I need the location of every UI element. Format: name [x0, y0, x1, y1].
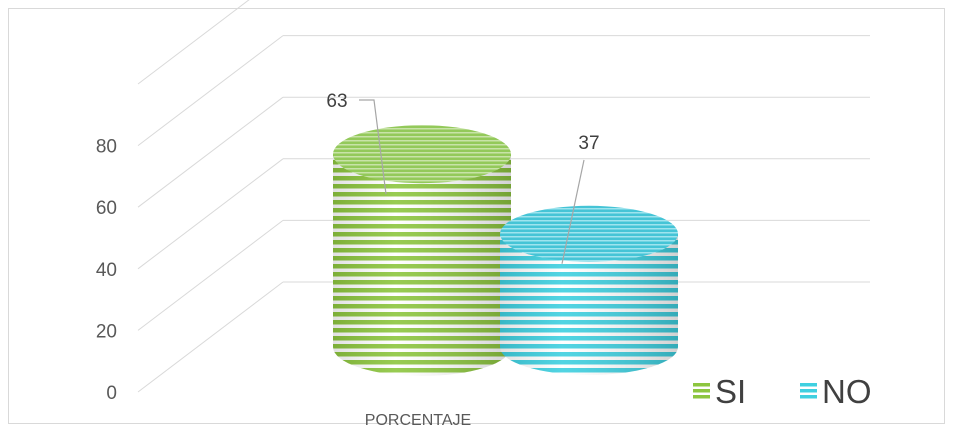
- bar-no: [500, 205, 678, 375]
- bar-shading: [333, 154, 511, 376]
- y-tick-label: 0: [106, 383, 117, 404]
- legend-item-no: NO: [800, 373, 872, 410]
- gridline-diagonal: [137, 281, 284, 393]
- gridline-diagonal: [137, 158, 284, 270]
- bar-top: [333, 125, 511, 184]
- legend-swatch-stripe: [693, 383, 710, 387]
- leader-line: [359, 99, 387, 195]
- legend-item-si: SI: [693, 373, 746, 410]
- legend-swatch-stripe: [800, 395, 817, 399]
- gridline-diagonal: [137, 96, 284, 208]
- leader-line: [561, 159, 585, 264]
- bar-shading: [500, 233, 678, 375]
- bar-si: [333, 125, 511, 376]
- gridline-diagonal: [137, 220, 284, 331]
- y-tick-label: 40: [96, 260, 117, 281]
- legend-label: SI: [715, 373, 746, 410]
- bar-top: [500, 205, 678, 262]
- gridline-diagonal: [137, 35, 284, 146]
- legend-swatch-stripe: [800, 383, 817, 387]
- gridline-diagonal: [137, 0, 250, 85]
- y-tick-label: 60: [96, 198, 117, 219]
- legend-swatch-stripe: [693, 389, 710, 393]
- legend-label: NO: [822, 373, 872, 410]
- y-tick-label: 80: [96, 137, 117, 158]
- data-label-no: 37: [578, 133, 599, 154]
- legend-swatch-stripe: [800, 389, 817, 393]
- data-label-si: 63: [326, 91, 347, 112]
- legend-swatch-stripe: [693, 395, 710, 399]
- x-category-label: PORCENTAJE: [365, 412, 471, 429]
- y-tick-label: 20: [96, 321, 117, 342]
